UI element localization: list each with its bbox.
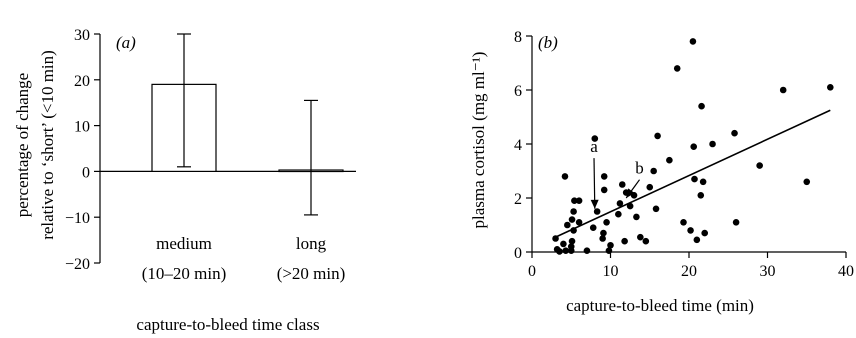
panel-b-point: [605, 247, 613, 254]
panel-b-point: [803, 178, 811, 186]
panel-b-point: [687, 227, 694, 234]
panel-a-category-label: medium: [156, 234, 212, 253]
panel-b-point: [607, 241, 614, 249]
panel-b-point: [568, 216, 576, 223]
panel-b-point: [570, 208, 577, 215]
panel-b-xtick-label: 20: [681, 263, 697, 280]
panel-a-ytick-label: 20: [74, 73, 90, 90]
panel-b-point: [616, 200, 624, 207]
panel-a: (a) percentage of change relative to ‘sh…: [13, 27, 356, 334]
panel-a-xlabel: capture-to-bleed time class: [136, 315, 319, 334]
panel-b-ytick-label: 4: [514, 137, 522, 154]
panel-b-fit-line: [555, 109, 831, 238]
panel-b-point: [652, 205, 660, 213]
panel-b-point: [689, 38, 697, 45]
panel-b-point: [666, 156, 673, 164]
panel-b-xlabel: capture-to-bleed time (min): [566, 296, 754, 315]
panel-b-point: [697, 192, 705, 199]
panel-a-category-label: long: [296, 234, 327, 253]
panel-b-point: [732, 219, 740, 226]
panel-b-ytick-label: 2: [514, 191, 522, 208]
panel-b-point: [637, 233, 644, 241]
panel-b-point: [642, 237, 650, 245]
panel-b-annotation-label: b: [635, 159, 644, 178]
panel-b-point: [562, 247, 570, 254]
panel-b-point: [673, 65, 681, 72]
panel-b-point: [556, 248, 563, 255]
panel-b-point: [621, 237, 628, 245]
panel-b-annotation-label: a: [590, 137, 598, 156]
panel-b-point: [603, 219, 610, 226]
panel-b-point: [599, 235, 606, 242]
panel-b-point: [654, 132, 661, 140]
panel-b-point: [560, 240, 567, 248]
panel-b-point: [650, 167, 657, 175]
panel-b-point: [701, 229, 708, 237]
panel-b-xtick-label: 40: [838, 263, 854, 280]
panel-b-ytick-label: 8: [514, 29, 522, 46]
panel-b-point: [690, 143, 698, 150]
panel-a-ylabel-line2: relative to ‘short’ (<10 min): [38, 50, 57, 240]
panel-b-point: [698, 102, 705, 110]
panel-a-ylabel-line1: percentage of change: [13, 73, 32, 217]
panel-a-ytick-label: −10: [65, 210, 90, 227]
panel-a-category-sublabel: (10–20 min): [142, 264, 227, 283]
panel-b-point: [593, 208, 601, 215]
panel-b-point: [731, 129, 738, 137]
panel-a-ytick-label: 0: [82, 164, 90, 181]
panel-b: (b) plasma cortisol (mg ml⁻¹) capture-to…: [469, 29, 854, 315]
panel-b-point: [626, 202, 634, 210]
panel-b-annotation-arrowhead: [626, 188, 635, 198]
panel-b-point: [589, 224, 597, 231]
panel-a-ytick-label: 30: [74, 27, 90, 44]
panel-b-label: (b): [538, 33, 558, 52]
panel-b-point: [600, 186, 608, 194]
panel-b-point: [615, 210, 622, 218]
panel-b-point: [575, 197, 583, 204]
panel-b-xtick-label: 10: [603, 263, 619, 280]
panel-b-point: [568, 237, 576, 245]
panel-b-point: [583, 247, 591, 254]
panel-a-category-sublabel: (>20 min): [277, 264, 346, 283]
panel-b-xtick-label: 0: [528, 263, 536, 280]
panel-b-point: [600, 173, 608, 180]
panel-b-xtick-label: 30: [760, 263, 776, 280]
panel-b-point: [699, 178, 707, 186]
panel-b-ytick-label: 6: [514, 83, 522, 100]
panel-b-point: [633, 213, 640, 221]
panel-b-point: [691, 175, 698, 183]
panel-b-point: [571, 197, 578, 204]
panel-b-ylabel: plasma cortisol (mg ml⁻¹): [469, 52, 488, 229]
panel-a-label: (a): [116, 33, 136, 52]
panel-b-point: [564, 221, 571, 229]
panel-b-point: [693, 236, 701, 244]
panel-b-point: [575, 219, 583, 226]
panel-b-point: [561, 173, 569, 180]
panel-a-ytick-label: −20: [65, 256, 90, 273]
panel-b-point: [646, 183, 654, 191]
panel-b-point: [709, 140, 716, 148]
panel-b-point: [567, 247, 575, 254]
panel-b-point: [618, 181, 626, 188]
panel-b-point: [756, 162, 763, 169]
panel-b-annotation-arrowhead: [590, 199, 599, 209]
panel-b-point: [680, 219, 687, 226]
panel-b-ytick-label: 0: [514, 245, 522, 262]
panel-b-point: [591, 135, 599, 142]
panel-b-point: [779, 86, 787, 94]
panel-b-point: [827, 84, 834, 91]
panel-b-point: [600, 229, 607, 237]
panel-a-ytick-label: 10: [74, 119, 90, 136]
